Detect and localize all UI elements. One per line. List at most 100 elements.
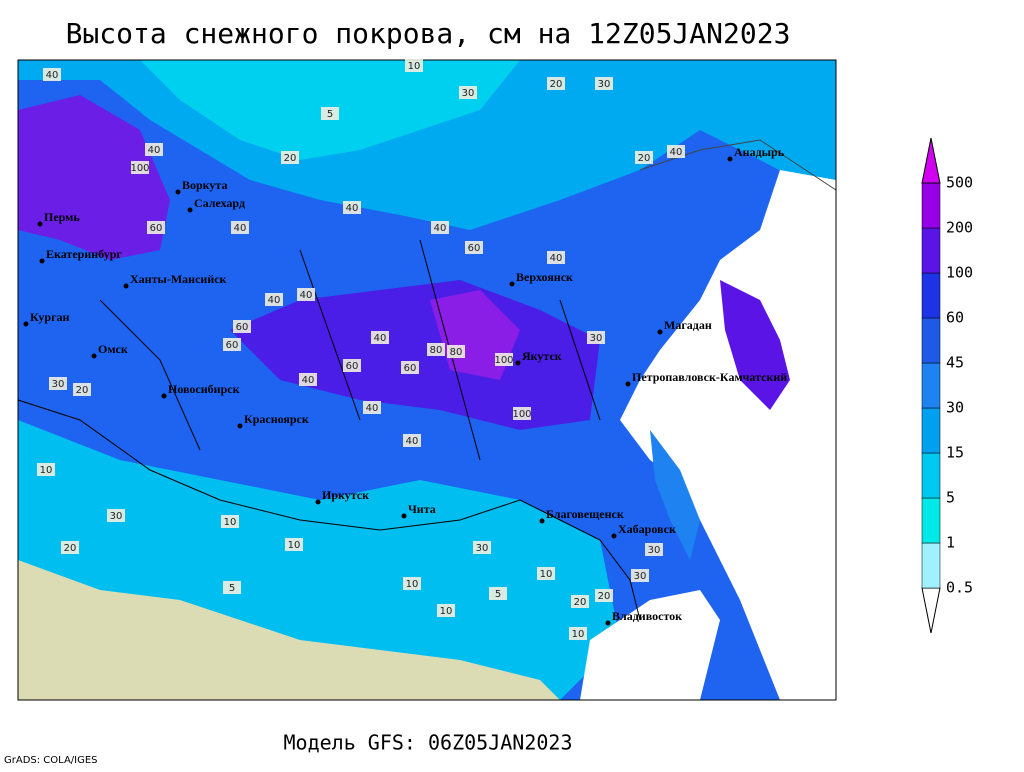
sakhalin: [650, 430, 700, 560]
colorbar-label: 45: [946, 354, 964, 372]
city-dot: [237, 423, 243, 429]
contour-label: 60: [346, 361, 359, 372]
contour-label: 60: [404, 363, 417, 374]
contour-label-box: [231, 221, 249, 234]
contour-label: 5: [495, 589, 501, 600]
city-dot: [539, 518, 545, 524]
steppe: [18, 560, 560, 700]
city-label: Курган: [30, 310, 70, 324]
contour-label: 60: [468, 243, 481, 254]
contour-label: 30: [590, 333, 603, 344]
contour-label: 40: [46, 70, 59, 81]
contour-label-box: [431, 221, 449, 234]
contour-label-box: [547, 251, 565, 264]
contour-label-box: [299, 373, 317, 386]
contour-label: 30: [52, 379, 65, 390]
city-label: Пермь: [44, 210, 80, 224]
contour-label: 40: [268, 295, 281, 306]
colorbar-label: 200: [946, 219, 973, 237]
city-dot: [37, 221, 43, 227]
contour-label-box: [265, 293, 283, 306]
contour-label: 80: [430, 345, 443, 356]
colorbar-label: 15: [946, 444, 964, 462]
map: [17, 59, 837, 701]
contour-label: 30: [634, 571, 647, 582]
contour-label: 20: [64, 543, 77, 554]
city-dot: [509, 281, 515, 287]
contour-label-box: [645, 543, 663, 556]
city-dot: [23, 321, 29, 327]
contour-label: 40: [406, 436, 419, 447]
contour-label-box: [465, 241, 483, 254]
city-dot: [625, 381, 631, 387]
colorbar-segment: [921, 362, 941, 409]
city-label: Иркутск: [322, 488, 369, 502]
city-dot: [515, 360, 521, 366]
colorbar-segment: [921, 227, 941, 274]
colorbar-segment: [921, 272, 941, 319]
city-dot: [39, 258, 45, 264]
city-dot: [315, 499, 321, 505]
contour-label: 40: [302, 375, 315, 386]
contour-label: 5: [229, 583, 235, 594]
colorbar-segment: [921, 542, 941, 589]
contour-label: 100: [512, 409, 531, 420]
contour-label-box: [61, 541, 79, 554]
contour-label: 30: [110, 511, 123, 522]
contour-label: 40: [346, 203, 359, 214]
contour-label: 20: [638, 153, 651, 164]
contour-label: 20: [598, 591, 611, 602]
city-label: Благовещенск: [546, 507, 624, 521]
city-label: Якутск: [522, 349, 562, 363]
contour-label: 40: [366, 403, 379, 414]
contour-label-box: [281, 151, 299, 164]
colorbar-bottom: [921, 587, 941, 634]
contour-label: 5: [327, 109, 333, 120]
contour-label-box: [595, 77, 613, 90]
city-dot: [175, 189, 181, 195]
contour-label: 20: [284, 153, 297, 164]
contour-label: 30: [648, 545, 661, 556]
contour-label: 40: [234, 223, 247, 234]
contour-label: 10: [288, 540, 301, 551]
contour-label: 30: [462, 88, 475, 99]
contour-label-box: [223, 581, 241, 594]
contour-label-box: [547, 77, 565, 90]
contour-label-box: [43, 68, 61, 81]
contour-label-box: [437, 604, 455, 617]
contour-label-box: [459, 86, 477, 99]
colorbar-segment: [921, 452, 941, 499]
contour-label-box: [495, 353, 513, 366]
colorbar-label: 60: [946, 309, 964, 327]
colorbar-label: 5: [946, 489, 955, 507]
city-dot: [187, 207, 193, 213]
city-label: Екатеринбург: [46, 247, 122, 261]
colorbar-label: 0.5: [946, 579, 973, 597]
contour-label-box: [363, 401, 381, 414]
ural-snow: [18, 95, 170, 260]
cities: Воркута Салехард Пермь Екатеринбург Ханты-Ма…: [23, 145, 787, 626]
contour-label-box: [595, 589, 613, 602]
contour-label-box: [223, 338, 241, 351]
city-label: Салехард: [194, 196, 245, 210]
contour-label-box: [587, 331, 605, 344]
colorbar-label: 100: [946, 264, 973, 282]
city-label: Магадан: [664, 318, 712, 332]
city-label: Новосибирск: [168, 382, 240, 396]
contour-label: 40: [374, 333, 387, 344]
contour-label-box: [571, 595, 589, 608]
contour-label: 10: [40, 465, 53, 476]
japan-sea: [580, 590, 720, 700]
contour-label-box: [489, 587, 507, 600]
contour-label: 80: [450, 347, 463, 358]
contour-label-box: [405, 59, 423, 72]
city-label: Красноярск: [244, 412, 309, 426]
city-label: Воркута: [182, 178, 227, 192]
contour-label-box: [401, 361, 419, 374]
contour-label-box: [371, 331, 389, 344]
contour-label: 40: [300, 290, 313, 301]
contour-label-box: [107, 509, 125, 522]
contour-label: 10: [408, 61, 421, 72]
contour-label-box: [427, 343, 445, 356]
